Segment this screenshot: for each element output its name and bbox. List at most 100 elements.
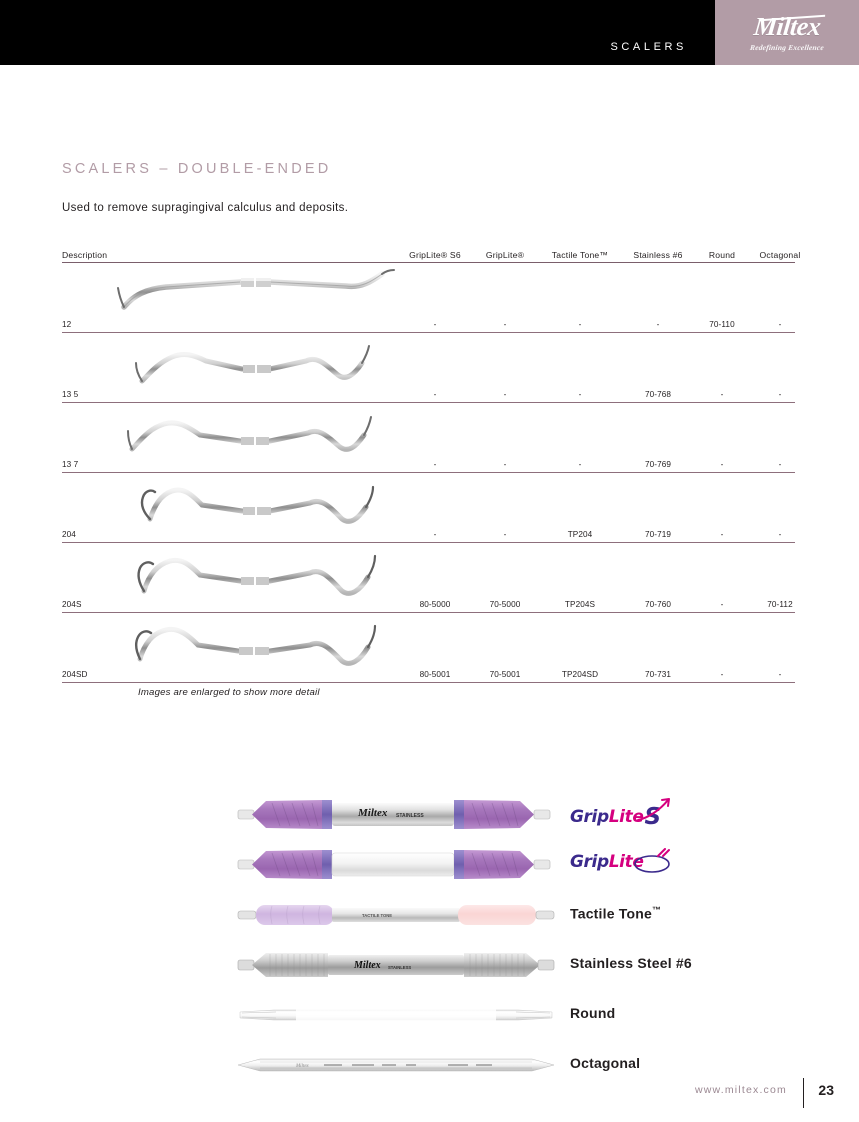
cell-stainless-6: 70-769: [644, 460, 672, 469]
griplite-swoosh-icon: [634, 848, 670, 873]
instrument-image: [110, 407, 400, 465]
cell-griplite: -: [503, 320, 507, 329]
cell-griplite-s6: -: [433, 320, 437, 329]
cell-griplite-s6: -: [433, 390, 437, 399]
legend-item-octagonal: Miltex Octagonal: [236, 1042, 796, 1092]
legend-label-octagonal: Octagonal: [570, 1055, 641, 1071]
legend-label-text: Tactile Tone: [570, 905, 653, 922]
cell-griplite-s6: 80-5000: [419, 600, 451, 609]
griplite-s6-logo: GripLiteS: [570, 798, 670, 830]
table-row: 204S 80-5000 70-5000 TP204S 70-760 - 70-…: [62, 543, 795, 613]
table-row: 13 5 - - - 70-768 - -: [62, 333, 795, 403]
cell-round: -: [720, 600, 724, 609]
cell-tactile-tone: TP204: [567, 530, 593, 539]
griplite-swoosh-icon: [637, 798, 670, 821]
cell-griplite: 70-5001: [489, 670, 521, 679]
cell-tactile-tone: -: [578, 390, 582, 399]
cell-round: -: [720, 390, 724, 399]
svg-text:Miltex: Miltex: [295, 1064, 310, 1069]
instrument-image: [110, 337, 400, 395]
page-header: SCALERS Miltex Redefining Excellence: [0, 0, 859, 65]
brand-logo-tagline: Redefining Excellence: [749, 42, 825, 52]
column-header-description: Description: [62, 250, 108, 260]
page-footer: www.miltex.com 23: [0, 1078, 859, 1108]
cell-description: 13 5: [62, 390, 79, 399]
header-section-label: SCALERS: [610, 41, 687, 53]
table-row: 204 - - TP204 70-719 - -: [62, 473, 795, 543]
handle-image-griplite-s6: Miltex STAINLESS: [236, 792, 556, 838]
legend-label-round: Round: [570, 1005, 616, 1021]
cell-octagonal: -: [778, 460, 782, 469]
handle-image-tactile-tone: TACTILE TONE: [236, 892, 556, 938]
griplite-logo: GripLite: [570, 848, 670, 873]
instrument-image: [110, 547, 400, 605]
legend-item-griplite-s6: Miltex STAINLESS GripLiteS: [236, 792, 796, 842]
cell-octagonal: 70-112: [767, 600, 793, 609]
svg-text:STAINLESS: STAINLESS: [388, 965, 411, 970]
cell-tactile-tone: -: [578, 460, 582, 469]
column-header-octagonal: Octagonal: [759, 250, 801, 260]
svg-text:Miltex: Miltex: [353, 960, 381, 971]
cell-griplite-s6: 80-5001: [419, 670, 451, 679]
column-header-round: Round: [708, 250, 736, 260]
brand-logo: Miltex Redefining Excellence: [715, 0, 859, 65]
trademark-symbol: ™: [652, 905, 662, 915]
cell-description: 204S: [62, 600, 82, 609]
cell-stainless-6: 70-768: [644, 390, 672, 399]
cell-round: -: [720, 670, 724, 679]
cell-stainless-6: -: [656, 320, 660, 329]
table-row: 12 - - - - 70-110 -: [62, 263, 795, 333]
cell-tactile-tone: TP204SD: [561, 670, 599, 679]
griplite-logo-grip: Grip: [570, 852, 609, 872]
svg-text:STAINLESS: STAINLESS: [396, 813, 424, 819]
table-footnote: Images are enlarged to show more detail: [138, 687, 320, 698]
cell-round: -: [720, 460, 724, 469]
cell-griplite-s6: -: [433, 530, 437, 539]
instrument-image: [110, 477, 400, 535]
cell-griplite: -: [503, 390, 507, 399]
handle-image-griplite: [236, 842, 556, 888]
cell-stainless-6: 70-731: [644, 670, 672, 679]
cell-octagonal: -: [778, 390, 782, 399]
page-title: SCALERS – DOUBLE-ENDED: [62, 161, 332, 177]
cell-description: 13 7: [62, 460, 79, 469]
instrument-image: [110, 267, 400, 325]
table-row: 13 7 - - - 70-769 - -: [62, 403, 795, 473]
column-header-tactile-tone: Tactile Tone™: [551, 250, 609, 260]
legend-item-round: Round: [236, 992, 796, 1042]
cell-tactile-tone: -: [578, 320, 582, 329]
page-description: Used to remove supragingival calculus an…: [62, 202, 349, 214]
page-number: 23: [818, 1082, 834, 1098]
cell-griplite: -: [503, 460, 507, 469]
cell-octagonal: -: [778, 320, 782, 329]
griplite-logo-grip: Grip: [570, 807, 609, 827]
legend-item-griplite: GripLite: [236, 842, 796, 892]
svg-text:Miltex: Miltex: [357, 807, 388, 819]
griplite-logo-lite: Lite: [608, 852, 644, 872]
footer-website-url[interactable]: www.miltex.com: [694, 1084, 787, 1096]
table-header-row: Description GripLite® S6 GripLite® Tacti…: [62, 246, 800, 263]
griplite-logo-lite: Lite: [608, 807, 644, 827]
cell-stainless-6: 70-760: [644, 600, 672, 609]
cell-griplite: -: [503, 530, 507, 539]
legend-label-stainless-6: Stainless Steel #6: [570, 955, 692, 971]
cell-description: 204: [62, 530, 76, 539]
column-header-griplite: GripLite®: [485, 250, 525, 260]
legend-item-stainless-6: Miltex STAINLESS Stainless Steel #6: [236, 942, 796, 992]
header-black-band: SCALERS: [0, 0, 715, 65]
footer-divider: [803, 1078, 804, 1108]
cell-stainless-6: 70-719: [644, 530, 672, 539]
product-table: Description GripLite® S6 GripLite® Tacti…: [62, 246, 800, 683]
handle-image-octagonal: Miltex: [236, 1042, 556, 1088]
cell-octagonal: -: [778, 530, 782, 539]
cell-description: 204SD: [62, 670, 88, 679]
cell-griplite: 70-5000: [489, 600, 521, 609]
cell-round: 70-110: [709, 320, 735, 329]
cell-tactile-tone: TP204S: [564, 600, 596, 609]
cell-octagonal: -: [778, 670, 782, 679]
cell-description: 12: [62, 320, 72, 329]
handle-image-stainless-6: Miltex STAINLESS: [236, 942, 556, 988]
legend-label-tactile-tone: Tactile Tone™: [570, 905, 661, 922]
handle-image-round: [236, 992, 556, 1038]
column-header-griplite-s6: GripLite® S6: [409, 250, 461, 260]
